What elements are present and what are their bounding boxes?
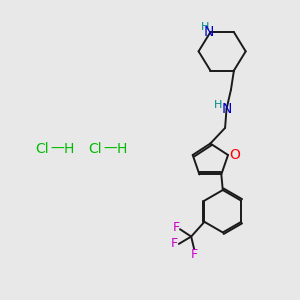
- Text: —: —: [103, 142, 117, 155]
- Text: Cl: Cl: [89, 142, 102, 155]
- Text: H: H: [64, 142, 74, 155]
- Text: N: N: [204, 25, 214, 39]
- Text: F: F: [171, 237, 178, 250]
- Text: F: F: [172, 221, 179, 234]
- Text: H: H: [201, 22, 209, 32]
- Text: F: F: [190, 248, 198, 261]
- Text: N: N: [221, 102, 232, 116]
- Text: —: —: [50, 142, 64, 155]
- Text: H: H: [117, 142, 127, 155]
- Text: O: O: [229, 148, 240, 162]
- Text: H: H: [214, 100, 223, 110]
- Text: Cl: Cl: [36, 142, 49, 155]
